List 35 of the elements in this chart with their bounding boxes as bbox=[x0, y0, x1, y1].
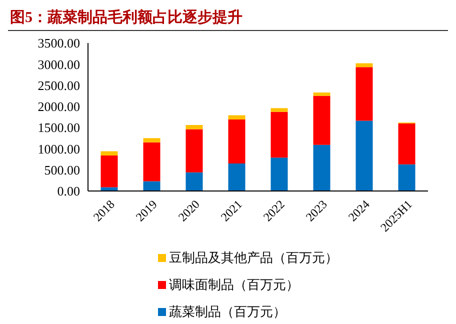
bar bbox=[356, 63, 373, 68]
bar bbox=[313, 92, 330, 96]
bar bbox=[228, 115, 246, 120]
bar bbox=[228, 120, 246, 164]
bar bbox=[100, 155, 118, 188]
bar bbox=[313, 96, 330, 145]
legend-label: 蔬菜制品（百万元） bbox=[169, 303, 286, 321]
bar bbox=[100, 187, 118, 191]
bar bbox=[270, 112, 288, 158]
legend-label: 豆制品及其他产品（百万元） bbox=[169, 249, 338, 267]
bar bbox=[270, 158, 288, 191]
y-tick-label: 0.00 bbox=[57, 184, 80, 199]
bar bbox=[398, 164, 416, 191]
bar bbox=[228, 164, 246, 191]
bar bbox=[143, 138, 160, 142]
bar bbox=[356, 67, 373, 121]
bar bbox=[186, 172, 203, 191]
bar bbox=[143, 142, 160, 182]
y-tick-label: 2500.00 bbox=[38, 78, 80, 93]
bar bbox=[313, 144, 330, 191]
legend-label: 调味面制品（百万元） bbox=[169, 276, 299, 294]
bar bbox=[100, 151, 118, 156]
bar bbox=[398, 123, 416, 164]
y-tick-label: 3500.00 bbox=[38, 36, 80, 51]
chart-title: 图5：蔬菜制品毛利额占比逐步提升 bbox=[8, 8, 448, 31]
y-tick-label: 2000.00 bbox=[38, 99, 80, 114]
y-tick-label: 500.00 bbox=[44, 162, 80, 178]
bar bbox=[186, 129, 203, 172]
y-tick-label: 3000.00 bbox=[38, 56, 80, 72]
y-tick-label: 1000.00 bbox=[38, 141, 80, 156]
y-tick-label: 1500.00 bbox=[38, 120, 80, 136]
bar bbox=[356, 120, 373, 191]
bar bbox=[143, 181, 160, 191]
bar bbox=[270, 108, 288, 112]
bar bbox=[186, 125, 203, 130]
